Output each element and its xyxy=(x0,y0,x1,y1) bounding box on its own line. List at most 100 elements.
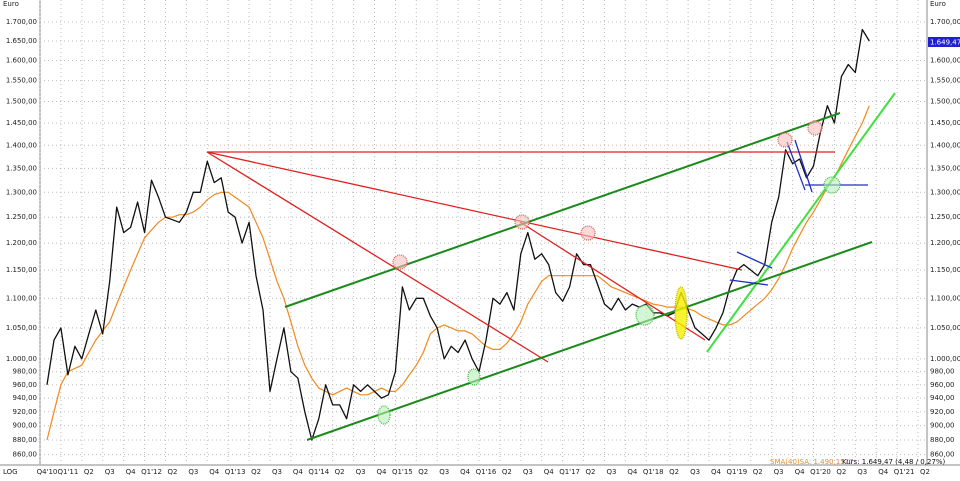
x-tick-label: Q1'21 xyxy=(894,468,915,476)
legend-entry: SMA(40)SA: 1.490,1577 xyxy=(770,458,854,466)
legend-entry: Kurs: 1.649,47 (4,48 / 0,27%) xyxy=(842,458,946,466)
x-tick-label: Q1'20 xyxy=(810,468,831,476)
y-tick-label: 1.500,00 xyxy=(6,97,37,105)
trendlines xyxy=(206,92,896,441)
x-tick-label: Q3 xyxy=(105,468,115,476)
last-price-label: 1.649,47 xyxy=(930,39,960,47)
trendline xyxy=(786,141,806,191)
y-tick-label: 860,00 xyxy=(13,451,38,459)
trendline xyxy=(729,279,769,286)
x-tick-label: Q2 xyxy=(84,468,94,476)
y-tick-label-right: 1.250,00 xyxy=(930,213,960,221)
series-line xyxy=(46,28,870,441)
x-tick-label: Q4'10 xyxy=(37,468,58,476)
y-tick-label-right: 1.700,00 xyxy=(930,18,960,26)
x-tick-label: Q4 xyxy=(293,468,304,476)
marker-ellipse xyxy=(674,286,688,340)
x-tick-label: Q2 xyxy=(586,468,596,476)
x-tick-label: Q3 xyxy=(523,468,533,476)
scale-label: LOG xyxy=(3,468,18,476)
y-tick-label-right: 1.300,00 xyxy=(930,188,960,196)
trendline xyxy=(284,112,841,308)
y-tick-label-right: 1.500,00 xyxy=(930,97,960,105)
y-tick-label-right: 960,00 xyxy=(930,381,955,389)
x-tick-label: Q2 xyxy=(418,468,428,476)
data-layer xyxy=(46,28,870,441)
y-tick-label: 1.050,00 xyxy=(6,324,37,332)
y-tick-label-right: 1.050,00 xyxy=(930,324,960,332)
x-tick-label: Q1'12 xyxy=(141,468,162,476)
y-tick-label-right: 900,00 xyxy=(930,422,955,430)
marker-circle xyxy=(467,368,481,386)
trendline xyxy=(306,241,873,441)
trendline xyxy=(519,221,706,341)
y-tick-label-right: 1.400,00 xyxy=(930,141,960,149)
y-tick-label-right: 860,00 xyxy=(930,451,955,459)
y-tick-label: 1.450,00 xyxy=(6,119,37,127)
y-tick-label: 940,00 xyxy=(13,394,38,402)
x-tick-label: Q3 xyxy=(690,468,700,476)
y-tick-label: 1.600,00 xyxy=(6,56,37,64)
marker-circle xyxy=(823,176,841,194)
x-tick-label: Q3 xyxy=(356,468,366,476)
y-tick-label: 1.200,00 xyxy=(6,239,37,247)
y-tick-label-right: 980,00 xyxy=(930,368,955,376)
x-tick-label: Q2 xyxy=(502,468,512,476)
y-tick-label: 1.000,00 xyxy=(6,355,37,363)
marker-circle xyxy=(392,254,408,270)
x-tick-label: Q1'14 xyxy=(308,468,329,476)
trendline xyxy=(206,151,743,271)
x-tick-label: Q1'13 xyxy=(225,468,246,476)
x-tick-label: Q4 xyxy=(209,468,220,476)
y-tick-label: 1.700,00 xyxy=(6,18,37,26)
y-tick-label-right: 1.550,00 xyxy=(930,77,960,85)
y-tick-label-right: 1.600,00 xyxy=(930,56,960,64)
marker-circle xyxy=(635,304,655,326)
x-tick-label: Q1'15 xyxy=(392,468,413,476)
x-tick-label: Q2 xyxy=(920,468,930,476)
x-tick-label: Q2 xyxy=(836,468,846,476)
y-tick-label: 980,00 xyxy=(13,368,38,376)
y-tick-label-right: 880,00 xyxy=(930,436,955,444)
x-tick-label: Q1'11 xyxy=(58,468,79,476)
y-tick-label-right: 1.350,00 xyxy=(930,164,960,172)
x-tick-label: Q2 xyxy=(335,468,345,476)
x-tick-label: Q3 xyxy=(188,468,198,476)
y-tick-label: 1.650,00 xyxy=(6,37,37,45)
x-tick-label: Q4 xyxy=(878,468,889,476)
y-tick-label: 1.400,00 xyxy=(6,141,37,149)
x-tick-label: Q4 xyxy=(711,468,722,476)
trendline xyxy=(706,92,896,353)
y-tick-label: 960,00 xyxy=(13,381,38,389)
x-tick-label: Q4 xyxy=(544,468,555,476)
x-tick-label: Q1'18 xyxy=(643,468,664,476)
marker-circle xyxy=(377,405,391,425)
y-tick-label: 1.250,00 xyxy=(6,213,37,221)
y-tick-label: 1.100,00 xyxy=(6,294,37,302)
marker-circle xyxy=(580,225,596,241)
x-tick-label: Q1'16 xyxy=(476,468,497,476)
y-tick-label: 880,00 xyxy=(13,436,38,444)
y-tick-label-right: 920,00 xyxy=(930,408,955,416)
x-tick-label: Q4 xyxy=(376,468,387,476)
marker-circle xyxy=(807,120,823,136)
y-tick-label-right: 940,00 xyxy=(930,394,955,402)
marker-circle xyxy=(777,132,793,148)
y-tick-label: 1.350,00 xyxy=(6,164,37,172)
last-price-box xyxy=(928,37,960,47)
y-tick-label: 1.300,00 xyxy=(6,188,37,196)
trendline xyxy=(736,251,773,269)
trendline xyxy=(794,139,813,193)
x-tick-label: Q4 xyxy=(126,468,137,476)
x-tick-label: Q1'17 xyxy=(559,468,580,476)
x-tick-label: Q2 xyxy=(251,468,261,476)
x-tick-label: Q1'19 xyxy=(726,468,747,476)
y-tick-label: 900,00 xyxy=(13,422,38,430)
y-tick-label-right: 1.450,00 xyxy=(930,119,960,127)
x-tick-label: Q2 xyxy=(669,468,679,476)
y-tick-label-right: 1.000,00 xyxy=(930,355,960,363)
x-tick-label: Q3 xyxy=(272,468,282,476)
x-tick-label: Q3 xyxy=(857,468,867,476)
